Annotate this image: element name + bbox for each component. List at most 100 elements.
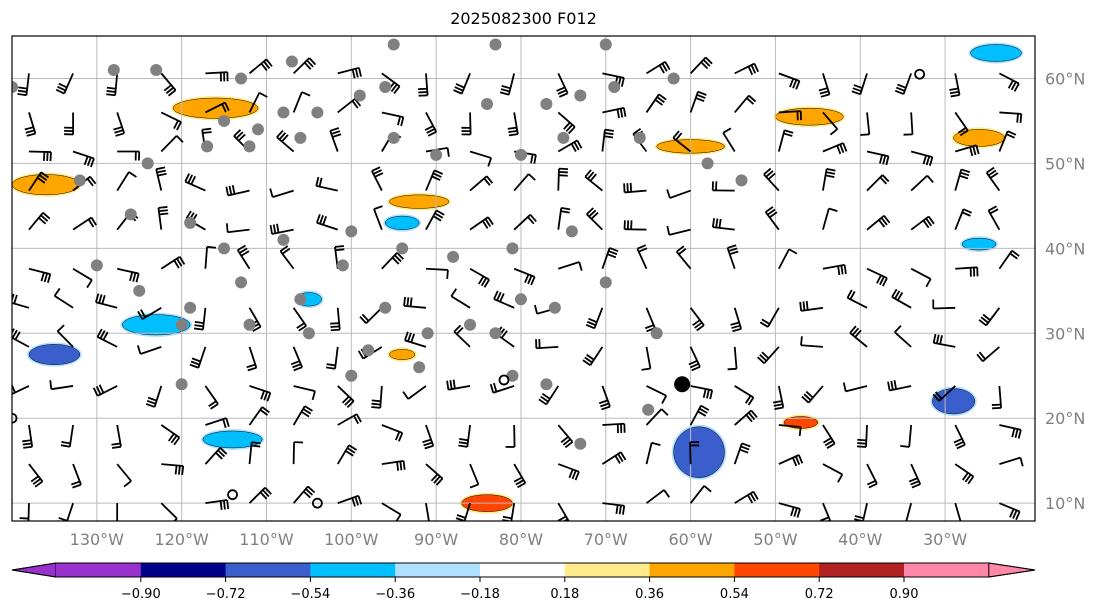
wind-barb-flag <box>477 275 485 285</box>
wind-barb-flag <box>361 313 370 322</box>
wind-barb-flag <box>493 290 499 300</box>
wind-barb-flag <box>239 247 248 254</box>
wind-barb-flag <box>622 505 626 515</box>
wind-barb-shaft <box>27 503 30 521</box>
wind-barb-flag <box>455 326 464 335</box>
wind-barb-flag <box>954 440 964 447</box>
wind-barb-flag <box>258 91 268 98</box>
wind-barb-flag <box>272 224 277 234</box>
wind-barb <box>204 245 217 269</box>
wind-barb <box>225 184 250 197</box>
wind-barb-shaft <box>293 385 316 393</box>
wind-barb-flag <box>767 208 776 216</box>
wind-barb <box>734 409 758 426</box>
wind-barb-flag <box>745 414 753 423</box>
wind-barb-flag <box>396 252 404 260</box>
wind-barb <box>976 346 1000 362</box>
station-dot <box>574 89 587 102</box>
wind-barb-flag <box>265 58 273 67</box>
wind-barb-flag <box>276 129 284 138</box>
wind-barb <box>425 463 444 486</box>
wind-barb-flag <box>456 514 466 519</box>
wind-barb-flag <box>292 363 302 369</box>
wind-barb-flag <box>740 445 750 451</box>
wind-barb-flag <box>208 400 217 407</box>
wind-barb-shaft <box>645 489 665 504</box>
station-dot <box>133 284 146 297</box>
wind-barb-flag <box>357 350 365 360</box>
wind-barb <box>381 72 401 95</box>
wind-barb-flag <box>423 441 433 447</box>
wind-barb <box>189 346 207 369</box>
wind-barb <box>290 346 303 372</box>
wind-barb <box>602 502 626 515</box>
wind-barb-flag <box>741 442 751 448</box>
wind-barb <box>818 73 831 98</box>
wind-barb <box>204 385 219 410</box>
wind-barb-flag <box>533 154 537 164</box>
station-dot <box>243 140 256 153</box>
wind-barb-flag <box>38 217 47 225</box>
wind-barb-flag <box>190 175 197 185</box>
wind-barb-flag <box>820 93 830 98</box>
wind-barb-flag <box>696 324 705 332</box>
wind-barb <box>22 424 34 449</box>
wind-barb-flag <box>219 447 228 455</box>
colorbar-segment <box>140 563 227 577</box>
wind-barb-flag <box>769 211 778 219</box>
wind-barb-flag <box>226 499 230 510</box>
wind-barb-flag <box>638 247 648 253</box>
wind-barb <box>764 206 780 231</box>
wind-barb-flag <box>557 515 567 521</box>
wind-barb-flag <box>695 97 705 103</box>
wind-barb <box>978 307 1001 327</box>
colorbar-tick-label: −0.90 <box>121 587 161 602</box>
wind-barb-flag <box>849 325 857 334</box>
wind-barb <box>999 456 1024 467</box>
wind-barb-flag <box>527 216 535 225</box>
wind-barb-flag <box>986 166 995 174</box>
wind-barb-flag <box>829 128 838 136</box>
wind-barb-flag <box>454 86 464 92</box>
lon-tick-label: 80°W <box>499 530 543 549</box>
station-dot <box>548 301 561 314</box>
wind-barb <box>204 101 230 114</box>
wind-barb-flag <box>882 155 887 165</box>
wind-barb-shaft <box>450 295 471 309</box>
wind-barb-flag <box>400 116 405 127</box>
wind-barb-flag <box>1011 428 1016 438</box>
lat-tick-label: 60°N <box>1045 69 1085 88</box>
wind-barb-flag <box>881 174 890 183</box>
colorbar-segment <box>649 563 735 577</box>
wind-barb <box>953 424 966 450</box>
wind-barb-flag <box>43 273 48 283</box>
wind-barb-flag <box>959 174 969 180</box>
wind-barb-flag <box>279 245 289 252</box>
wind-barb-flag <box>563 121 571 130</box>
lon-tick-label: 40°W <box>838 530 882 549</box>
wind-barb-flag <box>345 450 354 457</box>
wind-barb-flag <box>1012 509 1018 519</box>
wind-barb-flag <box>878 219 886 228</box>
wind-barb-flag <box>824 440 834 447</box>
wind-barb <box>602 107 627 119</box>
wind-barb <box>778 424 802 437</box>
wind-barb <box>381 424 404 442</box>
wind-barb-flag <box>176 121 182 131</box>
station-dot <box>599 276 612 289</box>
wind-barb <box>582 346 604 366</box>
wind-barb-flag <box>34 480 44 488</box>
wind-barb-flag <box>228 185 233 195</box>
wind-barb <box>672 130 692 153</box>
wind-barb-flag <box>788 248 798 255</box>
wind-barb-flag <box>40 214 49 222</box>
station-dot <box>235 72 248 85</box>
wind-barb <box>96 328 118 348</box>
wind-barb-flag <box>371 399 381 403</box>
wind-barb-flag <box>481 220 489 229</box>
wind-barb-flag <box>588 209 597 218</box>
wind-barb-flag <box>568 126 576 135</box>
wind-barb <box>330 307 341 332</box>
wind-barb <box>56 324 74 348</box>
wind-barb-flag <box>963 208 973 214</box>
